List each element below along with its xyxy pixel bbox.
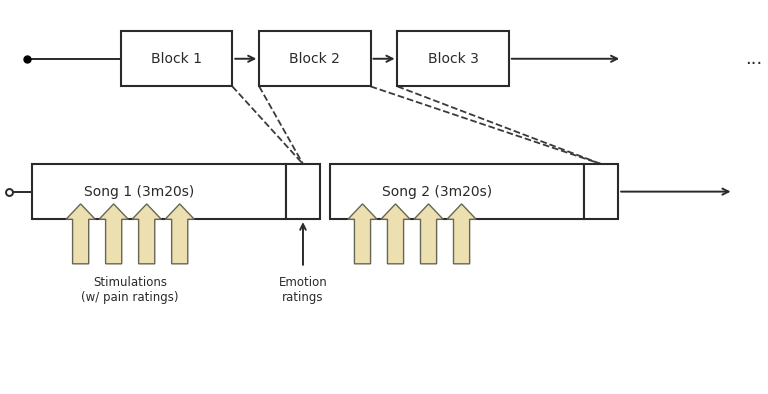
Bar bbox=[259, 31, 370, 86]
Text: Song 1 (3m20s): Song 1 (3m20s) bbox=[84, 185, 194, 199]
Bar bbox=[584, 164, 618, 219]
FancyArrow shape bbox=[414, 204, 443, 264]
FancyArrow shape bbox=[447, 204, 476, 264]
Text: Block 1: Block 1 bbox=[151, 52, 202, 66]
Bar bbox=[121, 31, 232, 86]
Bar bbox=[330, 164, 584, 219]
Text: ...: ... bbox=[746, 50, 763, 68]
Text: Stimulations
(w/ pain ratings): Stimulations (w/ pain ratings) bbox=[81, 276, 178, 304]
Bar bbox=[398, 31, 509, 86]
Text: Block 2: Block 2 bbox=[290, 52, 340, 66]
FancyArrow shape bbox=[381, 204, 410, 264]
Bar bbox=[286, 164, 320, 219]
FancyArrow shape bbox=[99, 204, 128, 264]
FancyArrow shape bbox=[348, 204, 377, 264]
Bar bbox=[32, 164, 286, 219]
FancyArrow shape bbox=[66, 204, 95, 264]
FancyArrow shape bbox=[165, 204, 194, 264]
Text: Block 3: Block 3 bbox=[428, 52, 478, 66]
Text: Song 2 (3m20s): Song 2 (3m20s) bbox=[382, 185, 492, 199]
Text: Emotion
ratings: Emotion ratings bbox=[279, 276, 327, 304]
FancyArrow shape bbox=[132, 204, 161, 264]
